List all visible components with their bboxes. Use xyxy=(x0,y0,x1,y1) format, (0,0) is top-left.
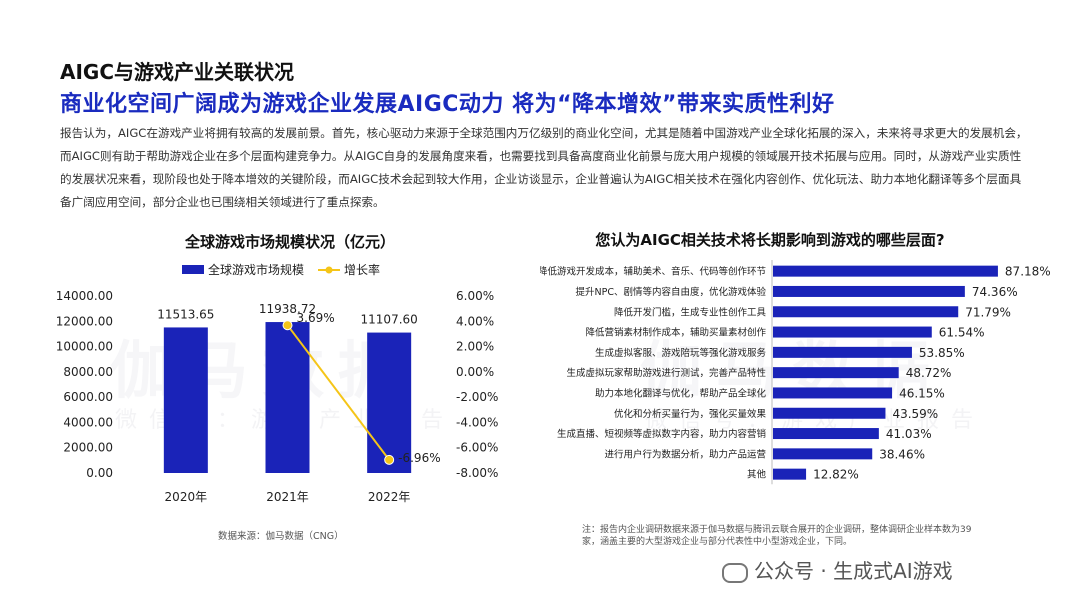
impact-value-label: 46.15% xyxy=(899,386,945,400)
market-size-bar xyxy=(265,322,310,473)
y-left-tick-label: 10000.00 xyxy=(56,340,113,354)
market-size-value-label: 11513.65 xyxy=(157,307,214,321)
y-left-tick-label: 6000.00 xyxy=(63,390,113,404)
growth-rate-label: -6.96% xyxy=(398,451,440,465)
legend-marker-growth xyxy=(325,266,333,274)
growth-rate-label: 3.69% xyxy=(297,311,335,325)
impact-value-label: 53.85% xyxy=(919,346,965,360)
market-chart-title: 全球游戏市场规模状况（亿元） xyxy=(184,233,395,251)
impact-value-label: 41.03% xyxy=(886,427,932,441)
page-headline: 商业化空间广阔成为游戏企业发展AIGC动力 将为“降本增效”带来实质性利好 xyxy=(60,92,835,117)
impact-category-label: 降低营销素材制作成本，辅助买量素材创作 xyxy=(585,327,766,339)
survey-note: 注：报告内企业调研数据来源于伽马数据与腾讯云联合展开的企业调研，整体调研企业样本… xyxy=(582,525,972,547)
growth-rate-line xyxy=(286,324,390,461)
legend-swatch-market-size xyxy=(182,265,204,274)
impact-bar xyxy=(773,306,959,318)
data-source: 数据来源：伽马数据（CNG） xyxy=(218,531,344,542)
market-size-value-label: 11107.60 xyxy=(361,313,418,327)
impact-bar xyxy=(773,346,912,358)
aigc-impact-chart: 降低游戏开发成本，辅助美术、音乐、代码等创作环节 87.18% 提升NPC、剧情等内… xyxy=(540,260,1051,485)
legend-label-growth: 增长率 xyxy=(344,262,380,277)
market-size-value-label: 11938.72 xyxy=(259,302,316,316)
report-paragraph: 报告认为，AIGC在游戏产业将拥有较高的发展前景。首先，核心驱动力来源于全球范围… xyxy=(60,126,1028,209)
watermark-text-left: 伽马数据 xyxy=(110,334,415,407)
x-category-label: 2022年 xyxy=(368,490,411,504)
y-right-tick-label: 4.00% xyxy=(456,314,494,328)
y-right-tick-label: -4.00% xyxy=(456,415,498,429)
impact-bar xyxy=(773,407,886,419)
impact-category-label: 生成直播、短视频等虚拟数字内容，助力内容营销 xyxy=(557,428,767,440)
y-left-tick-label: 4000.00 xyxy=(63,415,113,429)
legend-label-market-size: 全球游戏市场规模 xyxy=(208,262,304,277)
impact-bar xyxy=(773,468,807,480)
impact-bar xyxy=(773,387,893,399)
account-name: 公众号 · 生成式AI游戏 xyxy=(754,559,953,583)
section-topic: AIGC与游戏产业关联状况 xyxy=(60,60,295,84)
impact-value-label: 12.82% xyxy=(813,468,859,482)
y-right-tick-label: 6.00% xyxy=(456,289,494,303)
growth-rate-point xyxy=(282,320,293,331)
y-left-tick-label: 12000.00 xyxy=(56,314,113,328)
market-size-bar xyxy=(367,332,412,473)
wechat-icon xyxy=(722,562,748,583)
y-left-tick-label: 0.00 xyxy=(86,466,113,480)
impact-category-label: 优化和分析买量行为，强化买量效果 xyxy=(614,408,767,420)
impact-value-label: 87.18% xyxy=(1005,265,1051,279)
impact-category-label: 降低游戏开发成本，辅助美术、音乐、代码等创作环节 xyxy=(540,266,766,278)
y-left-tick-label: 8000.00 xyxy=(63,365,113,379)
impact-category-label: 提升NPC、剧情等内容自由度，优化游戏体验 xyxy=(576,286,767,298)
impact-bar xyxy=(773,428,879,440)
impact-value-label: 48.72% xyxy=(906,366,952,380)
impact-bar xyxy=(773,265,998,277)
impact-category-label: 其他 xyxy=(747,469,767,481)
impact-value-label: 61.54% xyxy=(939,326,985,340)
impact-bar xyxy=(773,367,899,379)
impact-value-label: 43.59% xyxy=(892,407,938,421)
impact-bar xyxy=(773,285,965,297)
x-category-label: 2020年 xyxy=(165,490,208,504)
impact-bar xyxy=(773,326,932,338)
growth-rate-point xyxy=(384,454,395,465)
y-right-tick-label: 0.00% xyxy=(456,365,494,379)
impact-category-label: 生成虚拟客服、游戏陪玩等强化游戏服务 xyxy=(595,347,767,359)
y-right-tick-label: -6.00% xyxy=(456,441,498,455)
account-footer: 公众号 · 生成式AI游戏 xyxy=(722,555,953,584)
impact-value-label: 74.36% xyxy=(972,285,1018,299)
impact-category-label: 生成虚拟玩家帮助游戏进行测试，完善产品特性 xyxy=(566,367,766,379)
y-right-tick-label: -8.00% xyxy=(456,466,498,480)
x-category-label: 2021年 xyxy=(266,490,309,504)
impact-category-label: 助力本地化翻译与优化，帮助产品全球化 xyxy=(595,387,767,399)
impact-value-label: 38.46% xyxy=(879,447,925,461)
y-right-tick-label: 2.00% xyxy=(456,340,494,354)
impact-value-label: 71.79% xyxy=(965,305,1011,319)
impact-bar xyxy=(773,448,873,460)
y-left-tick-label: 14000.00 xyxy=(56,289,113,303)
aigc-impact-chart-title: 您认为AIGC相关技术将长期影响到游戏的哪些层面? xyxy=(595,231,945,249)
impact-category-label: 进行用户行为数据分析，助力产品运营 xyxy=(604,448,766,460)
market-size-bar xyxy=(163,327,208,473)
market-size-chart: 全球游戏市场规模 增长率 0.00 2000.00 4000.00 6000.00 8000… xyxy=(56,262,499,504)
impact-category-label: 降低开发门槛，生成专业性创作工具 xyxy=(614,306,767,318)
y-left-tick-label: 2000.00 xyxy=(63,441,113,455)
y-right-tick-label: -2.00% xyxy=(456,390,498,404)
